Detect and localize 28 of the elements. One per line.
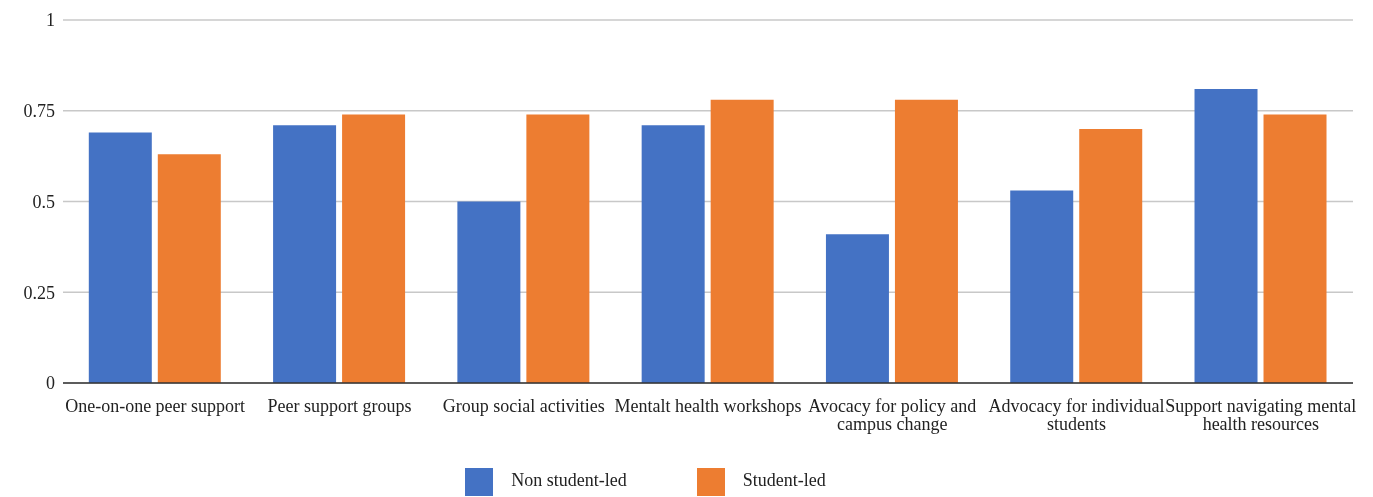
bar xyxy=(894,99,958,383)
y-tick-label: 0 xyxy=(46,373,55,394)
bar xyxy=(88,132,152,383)
y-tick-label: 1 xyxy=(46,10,55,31)
y-tick-label: 0.75 xyxy=(23,101,55,122)
x-tick-label: Advocacy for individual students xyxy=(988,395,1165,434)
bar xyxy=(1263,114,1327,383)
legend-label: Non student-led xyxy=(511,470,627,491)
bar xyxy=(825,234,889,383)
bar xyxy=(1010,190,1074,383)
x-tick-label: Support navigating mental health resources xyxy=(1165,395,1357,434)
y-tick-label: 0.25 xyxy=(23,282,55,303)
bar xyxy=(342,114,406,383)
bar xyxy=(526,114,590,383)
bar xyxy=(1079,128,1143,383)
bar xyxy=(710,99,774,383)
bar xyxy=(641,125,705,383)
x-tick-label: Group social activities xyxy=(442,395,605,416)
bar xyxy=(157,154,221,383)
bar xyxy=(273,125,337,383)
bar xyxy=(1194,88,1258,383)
x-tick-label: Mentalt health workshops xyxy=(614,395,802,416)
x-tick-label: One-on-one peer support xyxy=(65,395,246,416)
x-tick-label: Avocacy for policy and campus change xyxy=(808,395,977,434)
bar xyxy=(457,201,521,383)
y-tick-label: 0.5 xyxy=(32,191,55,212)
legend-label: Student-led xyxy=(742,470,826,491)
x-tick-label: Peer support groups xyxy=(267,395,412,416)
